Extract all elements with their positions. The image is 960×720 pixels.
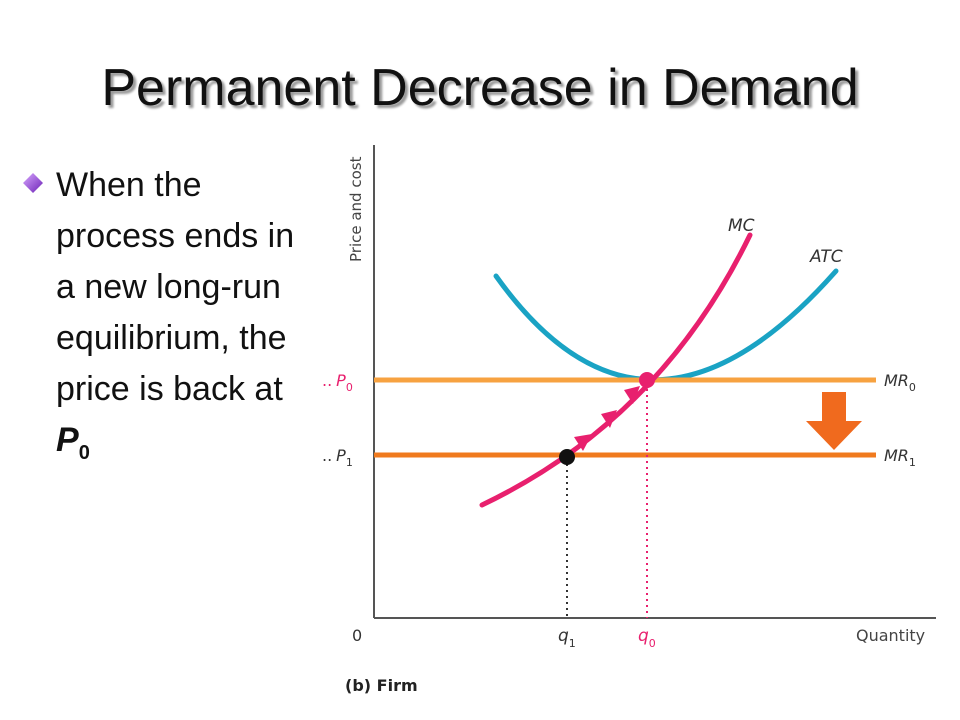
equilibrium-point-p0 — [639, 372, 655, 388]
p0-prefix: .. — [322, 371, 332, 390]
x-axis-label: Quantity — [856, 626, 925, 645]
mr1-label: MR1 — [884, 446, 916, 469]
diamond-bullet-icon — [23, 173, 43, 193]
mr0-label-main: MR — [884, 371, 909, 390]
mc-path-arrow — [624, 386, 640, 404]
y-axis-label: Price and cost — [347, 156, 365, 262]
bullet-subscript: 0 — [78, 441, 90, 464]
mr1-label-main: MR — [884, 446, 909, 465]
bullet-emphasis: P — [56, 421, 79, 459]
p0-label-sub: 0 — [346, 381, 353, 394]
mc-label: MC — [728, 216, 755, 236]
q1-label-sub: 1 — [569, 637, 576, 650]
mr0-label: MR0 — [884, 371, 916, 394]
bullet-text: When the process ends in a new long-run … — [56, 160, 296, 479]
mr1-label-sub: 1 — [909, 456, 916, 469]
q0-label: q0 — [638, 626, 656, 650]
bullet-text-body: When the process ends in a new long-run … — [56, 166, 295, 408]
mc-curve — [479, 232, 753, 508]
q1-label: q1 — [558, 626, 576, 650]
p0-label-main: P — [336, 371, 346, 390]
p1-label-sub: 1 — [346, 456, 353, 469]
origin-label: 0 — [352, 626, 362, 645]
down-arrow-icon — [806, 392, 862, 450]
q0-label-main: q — [638, 626, 649, 646]
atc-label: ATC — [809, 247, 843, 267]
q0-label-sub: 0 — [649, 637, 656, 650]
p1-label-main: P — [336, 446, 346, 465]
mc-path-arrow — [601, 410, 617, 428]
p1-prefix: .. — [322, 446, 332, 465]
mc-path-arrow — [574, 434, 592, 451]
page-title: Permanent Decrease in Demand — [101, 59, 859, 117]
figure-caption: (b) Firm — [345, 676, 418, 695]
equilibrium-point-p1 — [559, 449, 575, 465]
p0-label: .. P0 — [322, 371, 353, 394]
q1-label-main: q — [558, 626, 569, 646]
p1-label: .. P1 — [322, 446, 353, 469]
mr0-label-sub: 0 — [909, 381, 916, 394]
